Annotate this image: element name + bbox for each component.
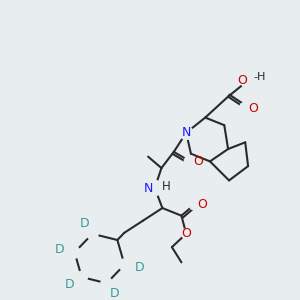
Circle shape [179,126,193,140]
Text: D: D [55,243,64,256]
Circle shape [239,102,251,114]
Text: D: D [80,217,89,230]
Text: D: D [135,261,144,274]
Text: O: O [237,74,247,87]
Text: D: D [65,278,74,291]
Text: N: N [182,126,191,139]
Circle shape [87,228,98,239]
Circle shape [101,278,112,289]
Text: H: H [161,180,170,193]
Text: O: O [181,227,191,240]
Circle shape [119,259,130,270]
Circle shape [182,229,191,238]
Circle shape [69,247,80,258]
Text: -H: -H [254,72,266,82]
Text: O: O [193,155,203,168]
Text: D: D [110,287,119,300]
Circle shape [189,199,200,210]
Circle shape [241,73,256,88]
Text: N: N [143,182,153,195]
Circle shape [184,156,196,167]
Circle shape [147,180,162,196]
Text: O: O [198,198,208,211]
Text: O: O [248,102,258,115]
Circle shape [76,271,87,283]
